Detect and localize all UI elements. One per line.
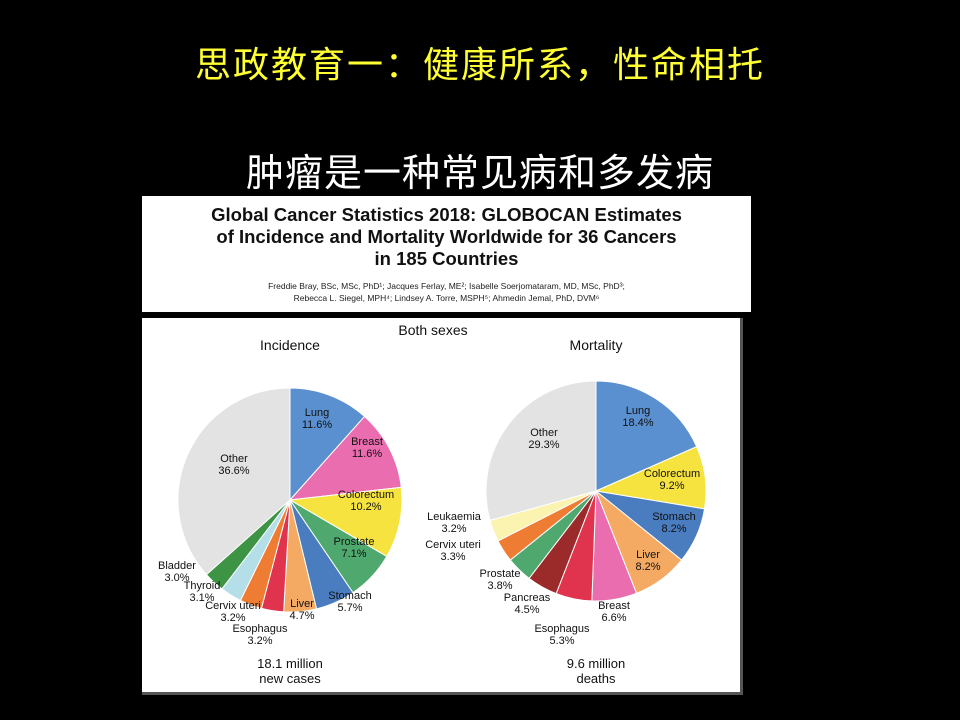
incidence-value-cervix-uteri: 3.2% (220, 612, 245, 624)
mortality-label-cervix-uteri: Cervix uteri (425, 539, 481, 551)
slide-title: 思政教育一：健康所系，性命相托 (194, 45, 765, 86)
mortality-pie: MortalityLung18.4%Colorectum9.2%Stomach8… (425, 337, 707, 686)
incidence-label-prostate: Prostate (334, 536, 375, 548)
incidence-label-colorectum: Colorectum (338, 489, 394, 501)
slide-subtitle: 肿瘤是一种常见病和多发病 (245, 151, 714, 195)
figure-heading: Both sexes (398, 322, 467, 338)
mortality-label-other: Other (530, 427, 558, 439)
mortality-value-stomach: 8.2% (661, 523, 686, 535)
mortality-label-liver: Liver (636, 549, 660, 561)
paper-title: Global Cancer Statistics 2018: GLOBOCAN … (211, 204, 682, 269)
incidence-label-thyroid: Thyroid (184, 580, 221, 592)
incidence-value-lung: 11.6% (302, 419, 333, 431)
mortality-total: 9.6 million (567, 656, 626, 671)
mortality-label-prostate: Prostate (480, 568, 521, 580)
mortality-value-breast: 6.6% (601, 612, 626, 624)
incidence-value-thyroid: 3.1% (189, 592, 214, 604)
mortality-pie-title: Mortality (570, 337, 623, 353)
incidence-value-stomach: 5.7% (337, 602, 362, 614)
mortality-slice-lung (595, 380, 698, 492)
mortality-slice-other (485, 380, 597, 521)
incidence-value-esophagus: 3.2% (247, 635, 272, 647)
mortality-label-stomach: Stomach (652, 511, 695, 523)
incidence-value-prostate: 7.1% (341, 548, 366, 560)
mortality-value-colorectum: 9.2% (659, 480, 684, 492)
paper-header: Global Cancer Statistics 2018: GLOBOCAN … (142, 196, 751, 312)
mortality-value-cervix-uteri: 3.3% (440, 551, 465, 563)
incidence-label-cervix-uteri: Cervix uteri (205, 600, 261, 612)
mortality-value-pancreas: 4.5% (514, 604, 539, 616)
incidence-label-liver: Liver (290, 598, 314, 610)
incidence-value-breast: 11.6% (352, 448, 383, 460)
incidence-label-other: Other (220, 453, 248, 465)
incidence-value-bladder: 3.0% (164, 572, 189, 584)
incidence-label-bladder: Bladder (158, 560, 196, 572)
mortality-label-leukaemia: Leukaemia (427, 511, 482, 523)
mortality-value-esophagus: 5.3% (549, 635, 574, 647)
incidence-label-stomach: Stomach (328, 590, 371, 602)
mortality-value-other: 29.3% (528, 439, 559, 451)
incidence-pie: IncidenceLung11.6%Breast11.6%Colorectum1… (158, 337, 403, 686)
mortality-label-breast: Breast (598, 600, 630, 612)
incidence-value-liver: 4.7% (289, 610, 314, 622)
mortality-label-esophagus: Esophagus (534, 623, 590, 635)
mortality-label-pancreas: Pancreas (504, 592, 551, 604)
incidence-label-lung: Lung (305, 407, 329, 419)
paper-authors: Freddie Bray, BSc, MSc, PhD¹; Jacques Fe… (268, 281, 625, 303)
incidence-pie-title: Incidence (260, 337, 320, 353)
incidence-slice-lung (289, 387, 366, 502)
incidence-value-colorectum: 10.2% (350, 501, 381, 513)
incidence-slice-other (177, 387, 291, 576)
mortality-label-colorectum: Colorectum (644, 468, 700, 480)
incidence-slice-colorectum (288, 486, 403, 558)
incidence-slice-breast (288, 415, 402, 501)
incidence-total: 18.1 million (257, 656, 323, 671)
pie-charts-figure: Both sexes IncidenceLung11.6%Breast11.6%… (158, 322, 707, 686)
incidence-total-caption: new cases (259, 671, 321, 686)
mortality-label-lung: Lung (626, 405, 650, 417)
incidence-label-esophagus: Esophagus (232, 623, 288, 635)
incidence-label-breast: Breast (351, 436, 383, 448)
mortality-value-lung: 18.4% (622, 417, 653, 429)
mortality-value-prostate: 3.8% (487, 580, 512, 592)
mortality-total-caption: deaths (576, 671, 616, 686)
incidence-value-other: 36.6% (218, 465, 249, 477)
figure-panel: Both sexes Incidence Lung 11.6% Breast 11.6%… (142, 318, 743, 695)
mortality-value-liver: 8.2% (635, 561, 660, 573)
mortality-value-leukaemia: 3.2% (441, 523, 466, 535)
